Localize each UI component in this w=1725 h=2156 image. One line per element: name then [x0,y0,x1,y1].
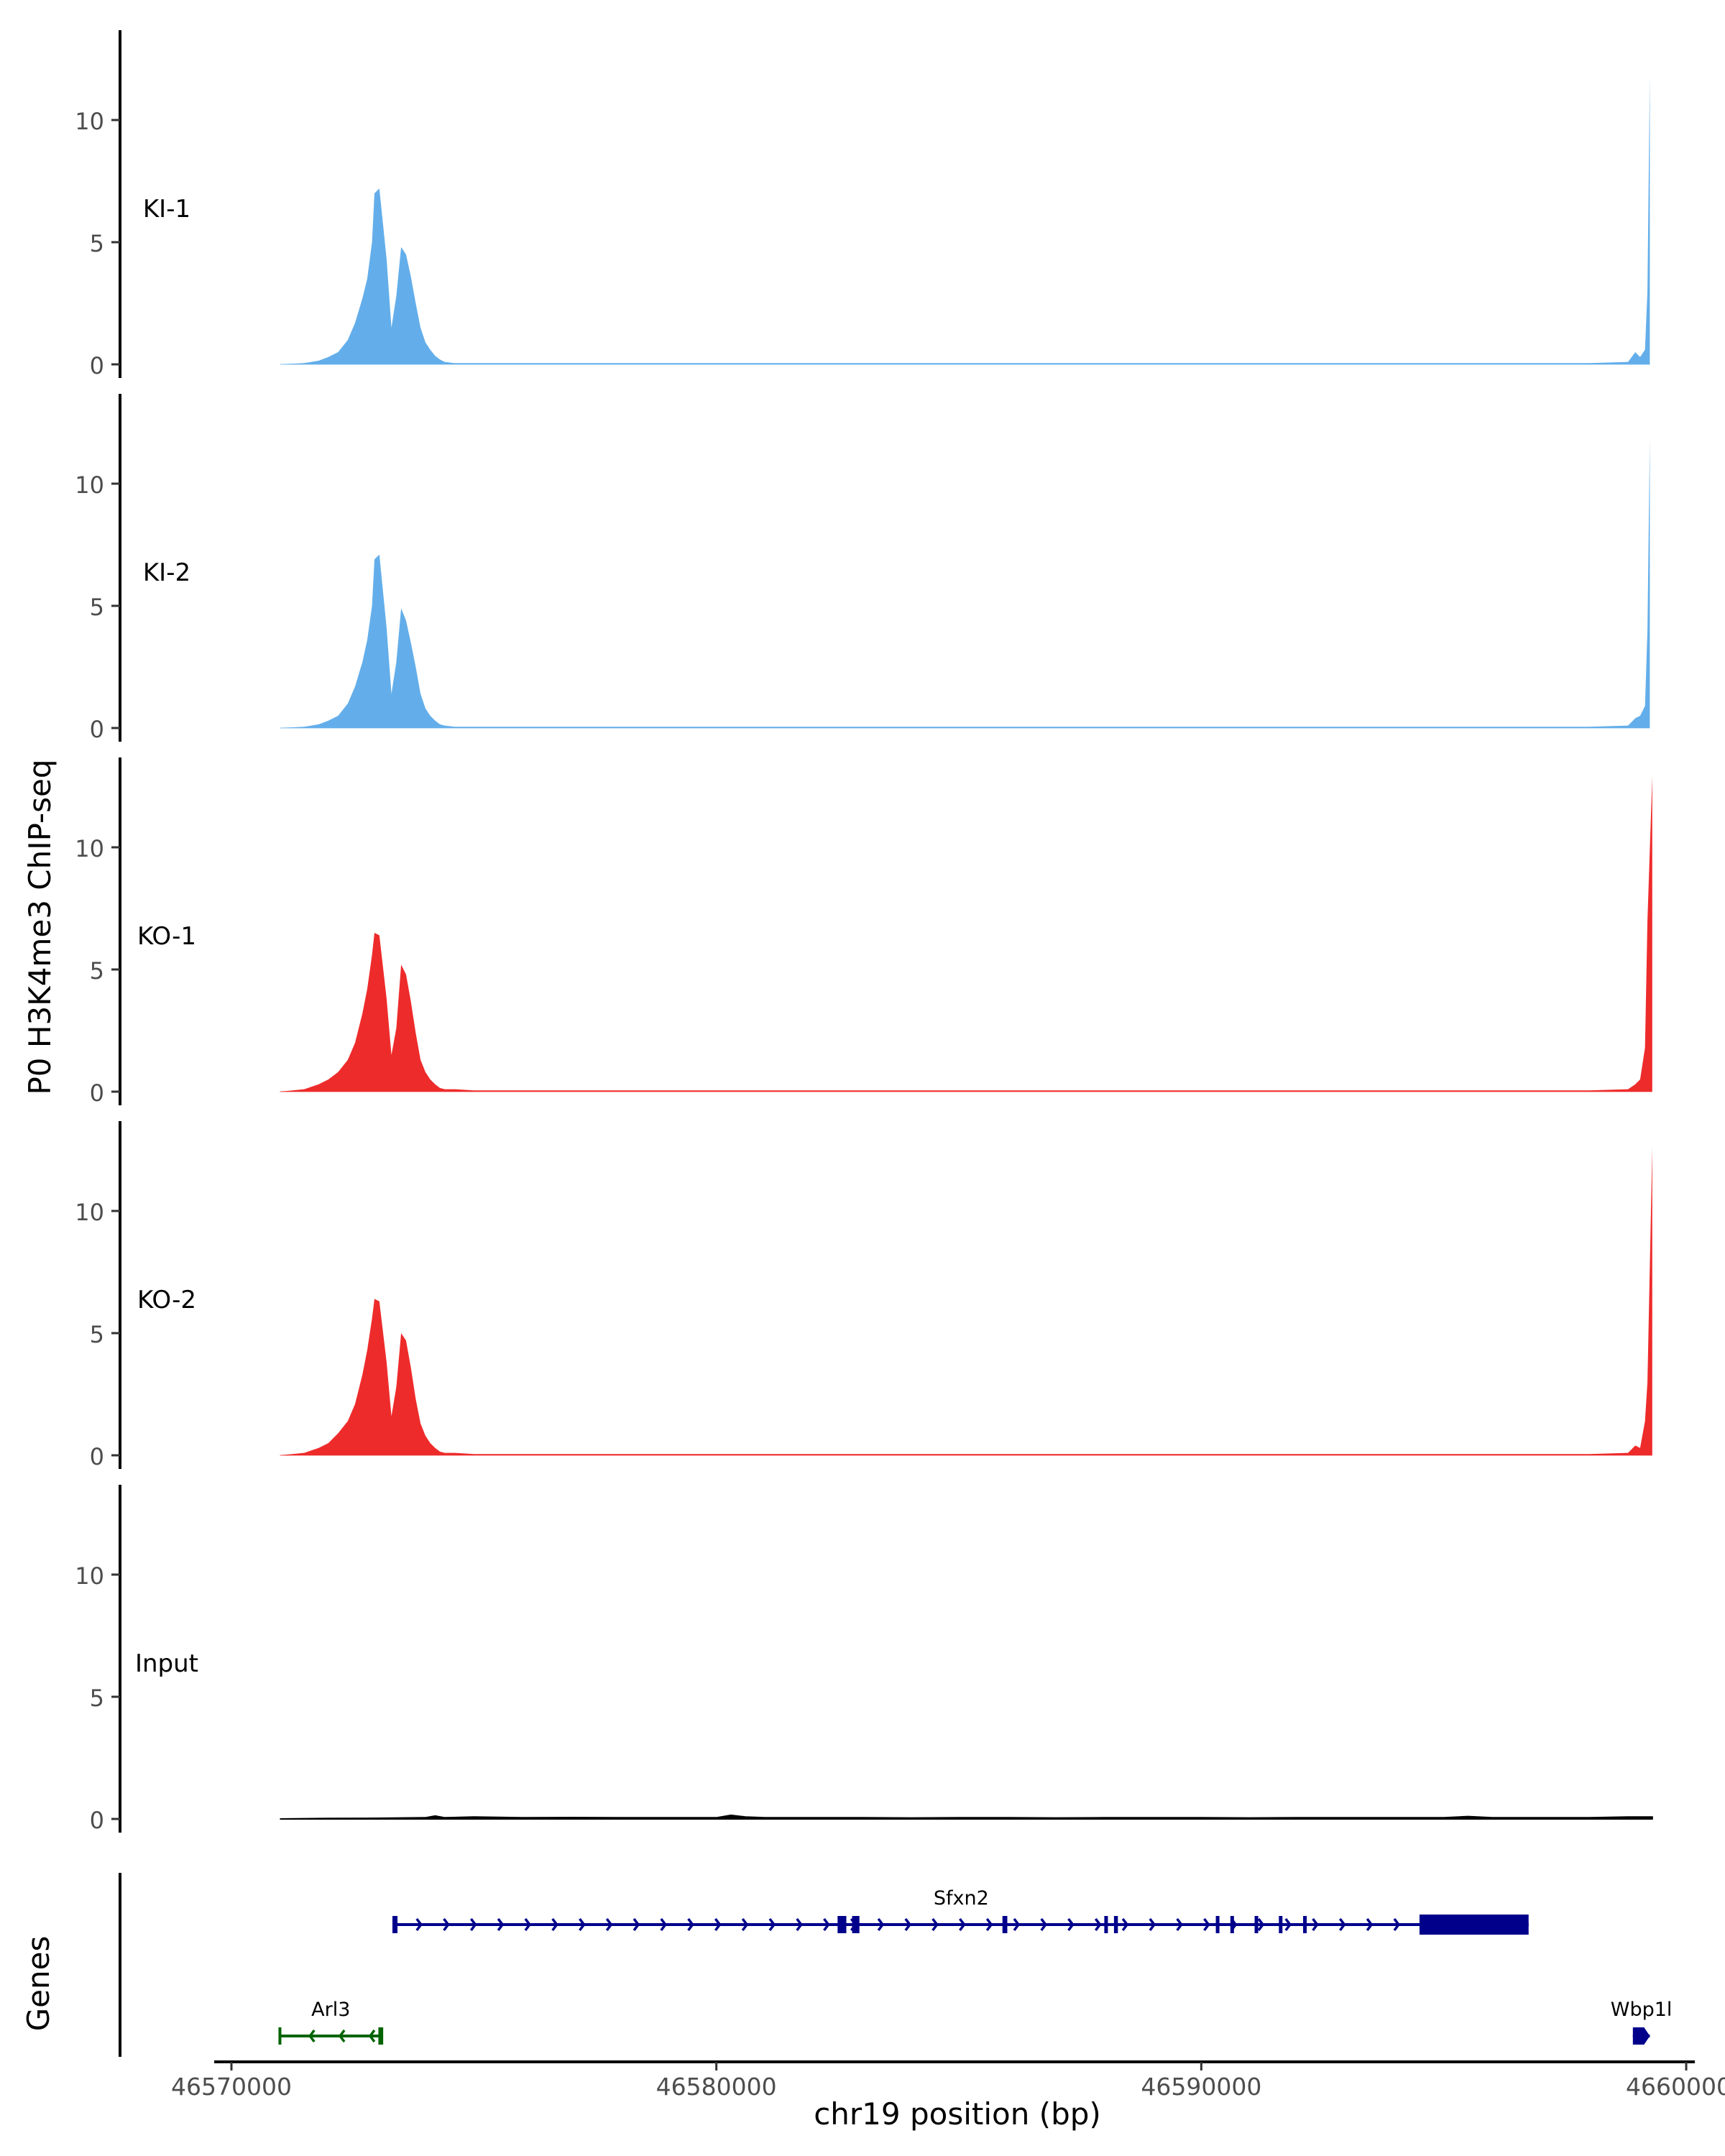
strand-arrow [308,2029,316,2043]
y-tick-label: 0 [90,352,104,379]
y-tick-label: 0 [90,1079,104,1107]
gene-exon [1303,1916,1307,1933]
strand-arrow [368,2029,376,2043]
gene-label: Arl3 [311,1999,350,2021]
strand-arrow [1393,1917,1401,1932]
y-tick-label: 10 [75,1562,104,1590]
track-label: Input [135,1649,198,1678]
track-label: KI-1 [143,195,190,224]
genes-track: Sfxn2 Arl3 Wbp1l [119,1873,1673,2057]
y-tick-label: 5 [90,230,104,257]
gene-label: Wbp1l [1611,1999,1673,2021]
y-tick-label: 10 [75,1199,104,1226]
y-tick-label: 10 [75,835,104,862]
strand-arrow [660,1917,668,1932]
strand-arrow [469,1917,477,1932]
x-tick-label: 46570000 [171,2073,292,2101]
y-tick-label: 0 [90,1443,104,1470]
track-label: KI-2 [143,558,190,587]
signal-area [280,75,1650,365]
strand-arrow [1366,1917,1374,1932]
strand-arrow [579,1917,586,1932]
gene-arl3: Arl3 [278,1999,384,2045]
strand-arrow [714,1917,722,1932]
signal-area [280,1814,1653,1820]
gene-exon [1279,1916,1283,1933]
y-tick-label: 5 [90,1321,104,1348]
strand-arrow [687,1917,694,1932]
strand-arrow [415,1917,423,1932]
strand-arrow [1013,1917,1021,1932]
strand-arrow [877,1917,885,1932]
y-tick-label: 10 [75,471,104,499]
gene-exon [852,1916,860,1933]
y-tick-label: 0 [90,1807,104,1834]
strand-arrow [823,1917,830,1932]
strand-arrow [443,1917,450,1932]
track-label: KO-2 [137,1286,196,1314]
y-tick-label: 5 [90,957,104,985]
y-tick-label: 10 [75,108,104,135]
gene-exon [394,1916,398,1933]
strand-arrow [904,1917,912,1932]
y-tick-label: 5 [90,1685,104,1712]
track-label: KO-1 [137,922,196,951]
strand-arrow [1094,1917,1102,1932]
x-tick-label: 46600000 [1626,2073,1725,2101]
strand-arrow [1257,1917,1265,1932]
strand-arrow [1121,1917,1129,1932]
gene-exon [1632,2027,1650,2045]
gene-wbp1l: Wbp1l [1611,1999,1673,2045]
strand-arrow [959,1917,966,1932]
x-axis: 46570000 46580000 46590000 46600000 [171,2060,1725,2101]
strand-arrow [796,1917,803,1932]
x-tick-label: 46590000 [1141,2073,1261,2101]
track-input: 0 5 10 Input [75,1485,1653,1834]
strand-arrow [1284,1917,1292,1932]
x-tick-label: 46580000 [656,2073,777,2101]
strand-arrow [1338,1917,1346,1932]
strand-arrow [632,1917,640,1932]
gene-exon [1104,1916,1108,1933]
strand-arrow [338,2029,346,2043]
genes-label: Genes [21,1936,56,2032]
strand-arrow [605,1917,613,1932]
y-tick-label: 5 [90,594,104,621]
gene-sfxn2: Sfxn2 [392,1887,1529,1935]
strand-arrow [1149,1917,1156,1932]
strand-arrow [551,1917,558,1932]
gene-exon [1254,1916,1259,1933]
strand-arrow [932,1917,939,1932]
gene-utr-block [1419,1915,1529,1935]
gene-exon [378,2027,382,2045]
signal-area [280,776,1652,1092]
signal-area [280,1147,1652,1455]
strand-arrow [985,1917,993,1932]
x-axis-label: chr19 position (bp) [814,2096,1101,2132]
gene-exon [1113,1916,1118,1933]
strand-arrow [768,1917,776,1932]
gene-exon [1002,1916,1008,1933]
gene-label: Sfxn2 [934,1887,989,1909]
track-ko-1: 0 5 10 KO-1 [75,757,1652,1107]
gene-exon [837,1916,847,1933]
strand-arrow [524,1917,532,1932]
y-axis-label: P0 H3K4me3 ChIP-seq [22,759,58,1095]
track-panels: 0 5 10 KI-1 0 5 10 KI-2 0 5 10 KO-1 0 5 10 KO-2 0 5 10 Inpu… [75,30,1653,1834]
strand-arrow [741,1917,749,1932]
strand-arrow [1040,1917,1047,1932]
strand-arrow [1312,1917,1319,1932]
track-ki-2: 0 5 10 KI-2 [75,394,1650,743]
gene-exon [1230,1916,1234,1933]
gene-exon [1215,1916,1220,1933]
signal-area [280,439,1650,728]
strand-arrow [1067,1917,1075,1932]
strand-arrow [1203,1917,1210,1932]
track-ki-1: 0 5 10 KI-1 [75,30,1650,379]
track-ko-2: 0 5 10 KO-2 [75,1121,1652,1470]
y-tick-label: 0 [90,716,104,743]
strand-arrow [497,1917,505,1932]
strand-arrow [1176,1917,1183,1932]
